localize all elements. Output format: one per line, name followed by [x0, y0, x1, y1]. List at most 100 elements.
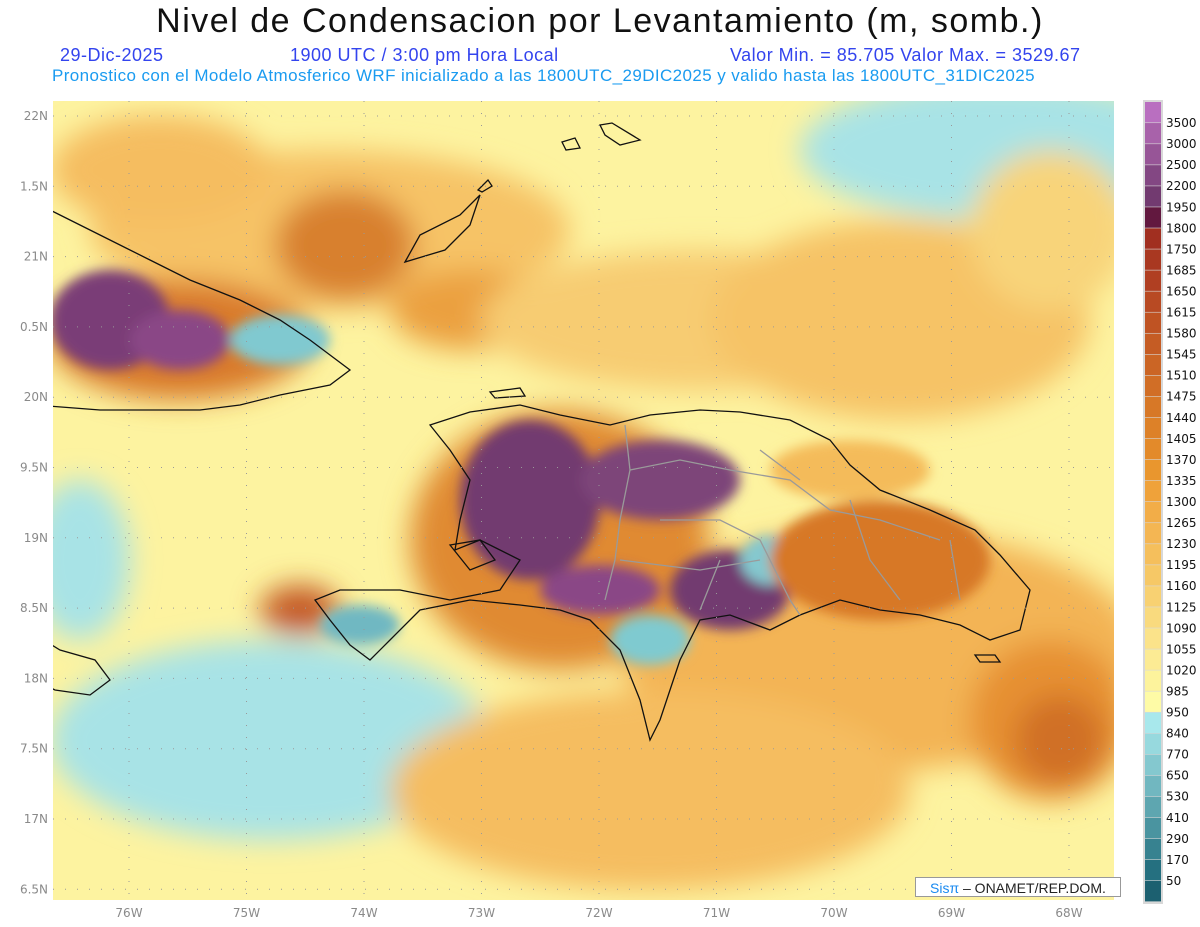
lat-label: 20N	[24, 390, 48, 404]
lat-label: 7.5N	[20, 742, 48, 756]
colorbar-label: 1090	[1166, 621, 1197, 635]
lat-label: 8.5N	[20, 601, 48, 615]
colorbar-label: 950	[1166, 706, 1189, 720]
lat-label: 21N	[24, 250, 48, 264]
lat-label: 9.5N	[20, 461, 48, 475]
colorbar-swatch	[1145, 775, 1161, 797]
colorbar-label: 1020	[1166, 663, 1197, 677]
colorbar-swatch	[1145, 628, 1161, 649]
colorbar-label: 1405	[1166, 432, 1197, 446]
colorbar-swatch	[1145, 880, 1161, 902]
colorbar-swatch	[1145, 207, 1161, 228]
colorbar-swatch	[1145, 123, 1161, 144]
lat-label: 0.5N	[20, 320, 48, 334]
credit-text: – ONAMET/REP.DOM.	[959, 880, 1106, 896]
map-title: Nivel de Condensacion por Levantamiento …	[156, 2, 1044, 40]
lon-label: 71W	[703, 906, 730, 920]
colorbar-swatch	[1145, 733, 1161, 755]
colorbar-swatch	[1145, 544, 1161, 565]
sispi-logo: Sisπ	[930, 880, 960, 896]
colorbar-label: 3500	[1166, 116, 1197, 130]
colorbar-label: 1440	[1166, 411, 1197, 425]
colorbar-label: 530	[1166, 790, 1189, 804]
colorbar-swatch	[1145, 523, 1161, 544]
colorbar-label: 840	[1166, 727, 1189, 741]
colorbar-label: 1475	[1166, 390, 1197, 404]
colorbar-swatch	[1145, 607, 1161, 628]
colorbar-swatch	[1145, 649, 1161, 670]
colorbar-label: 50	[1166, 874, 1181, 888]
lon-label: 68W	[1055, 906, 1082, 920]
colorbar-label: 1510	[1166, 369, 1197, 383]
colorbar-swatch	[1145, 438, 1161, 460]
lon-label: 74W	[350, 906, 377, 920]
colorbar-label: 1750	[1166, 242, 1197, 256]
colorbar-label: 410	[1166, 811, 1189, 825]
colorbar-label: 1650	[1166, 284, 1197, 298]
colorbar-swatch	[1145, 817, 1161, 839]
colorbar-swatch	[1145, 480, 1161, 502]
lat-label: 1.5N	[20, 179, 48, 193]
colorbar-swatch	[1145, 565, 1161, 586]
colorbar-swatch	[1145, 670, 1161, 691]
lat-label: 19N	[24, 531, 48, 545]
lon-label: 69W	[938, 906, 965, 920]
colorbar-label: 1615	[1166, 306, 1197, 320]
lat-label: 6.5N	[20, 882, 48, 896]
colorbar-swatch	[1145, 144, 1161, 165]
colorbar-swatch	[1145, 586, 1161, 607]
colorbar-label: 1370	[1166, 453, 1197, 467]
colorbar-swatch	[1145, 375, 1161, 397]
colorbar-swatch	[1145, 691, 1161, 712]
lon-label: 76W	[115, 906, 142, 920]
forecast-date: 29-Dic-2025	[60, 45, 164, 65]
colorbar-swatch	[1145, 796, 1161, 818]
colorbar-label: 1950	[1166, 200, 1197, 214]
lon-label: 70W	[820, 906, 847, 920]
province-borders	[604, 424, 961, 616]
colorbar-label: 1335	[1166, 474, 1197, 488]
model-info: Pronostico con el Modelo Atmosferico WRF…	[52, 66, 1035, 85]
colorbar-label: 290	[1166, 832, 1189, 846]
colorbar-swatch	[1145, 291, 1161, 312]
lat-label: 22N	[24, 109, 48, 123]
forecast-time: 1900 UTC / 3:00 pm Hora Local	[290, 45, 559, 65]
colorbar-label: 3000	[1166, 137, 1197, 151]
shaded-field	[53, 101, 1114, 900]
colorbar-swatch	[1145, 859, 1161, 881]
credit-box: Sisπ – ONAMET/REP.DOM.	[915, 877, 1121, 897]
colorbar-label: 1580	[1166, 327, 1197, 341]
colorbar: 3500 3000 2500 2200 1950 1800 1750 1685 1650 1615…	[1143, 100, 1197, 904]
colorbar-swatch	[1145, 270, 1161, 291]
colorbar-swatch	[1145, 502, 1161, 523]
colorbar-swatch	[1145, 186, 1161, 207]
colorbar-swatch	[1145, 354, 1161, 376]
lat-label: 17N	[24, 812, 48, 826]
colorbar-label: 1265	[1166, 516, 1197, 530]
colorbar-label: 1125	[1166, 600, 1197, 614]
colorbar-swatch	[1145, 396, 1161, 418]
colorbar-swatch	[1145, 417, 1161, 439]
colorbar-label: 1055	[1166, 642, 1197, 656]
colorbar-swatch	[1145, 754, 1161, 776]
coastlines	[53, 122, 1031, 742]
min-max-values: Valor Min. = 85.705 Valor Max. = 3529.67	[730, 45, 1081, 65]
colorbar-swatch	[1145, 312, 1161, 333]
colorbar-label: 1230	[1166, 537, 1197, 551]
lon-label: 73W	[468, 906, 495, 920]
colorbar-label: 2200	[1166, 179, 1197, 193]
axis-labels: 22N 1.5N 21N 0.5N 20N 9.5N 19N 8.5N 18N 7.5N 17N 6.…	[20, 109, 1083, 920]
colorbar-label: 1160	[1166, 579, 1197, 593]
colorbar-label: 1195	[1166, 558, 1197, 572]
colorbar-label: 1545	[1166, 348, 1197, 362]
colorbar-label: 1685	[1166, 263, 1197, 277]
colorbar-label: 1300	[1166, 495, 1197, 509]
lon-label: 72W	[585, 906, 612, 920]
colorbar-swatch	[1145, 712, 1161, 733]
lon-label: 75W	[233, 906, 260, 920]
colorbar-swatch	[1145, 249, 1161, 270]
colorbar-swatch	[1145, 333, 1161, 355]
colorbar-label: 770	[1166, 748, 1189, 762]
colorbar-label: 170	[1166, 853, 1189, 867]
